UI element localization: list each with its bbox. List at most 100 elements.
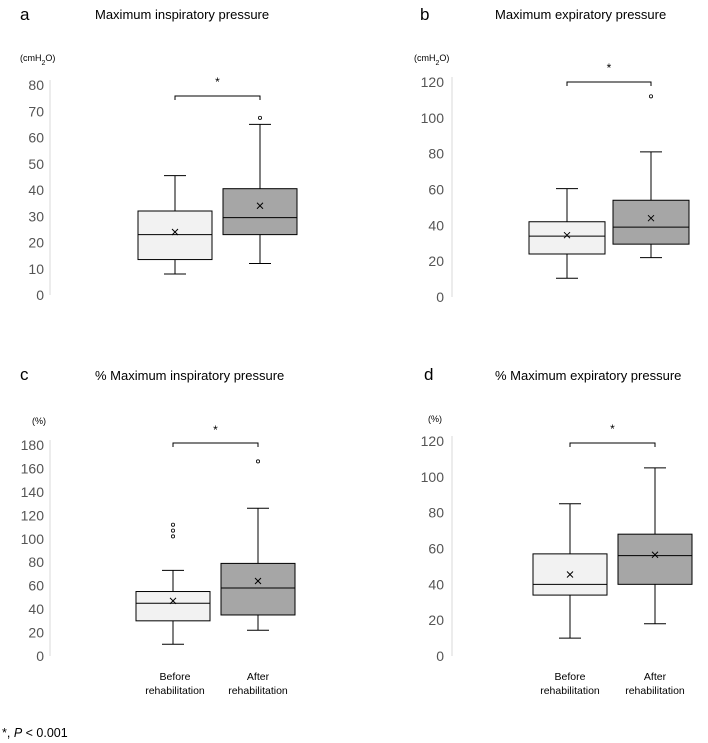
box-iqr (528, 221, 606, 255)
panel-b-title: Maximum expiratory pressure (495, 7, 666, 22)
panel-a: a Maximum inspiratory pressure (cmH2O) (20, 5, 269, 67)
mean-marker (169, 597, 177, 605)
x-category-labels: Before rehabilitation After rehabilitati… (145, 671, 685, 697)
panel-a-y-tick-label: 60 (28, 130, 44, 146)
panel-b-plot: 0 20 40 60 80 100 120 * (421, 61, 690, 305)
panel-c-significance-star: * (213, 423, 218, 437)
panel-b: b Maximum expiratory pressure (cmH2O) (414, 5, 666, 67)
panel-c-box-after (220, 459, 296, 631)
panel-c-letter: c (20, 365, 29, 384)
mean-marker (256, 202, 264, 210)
panel-a-y-tick-label: 10 (28, 261, 44, 277)
panel-d-letter: d (424, 365, 433, 384)
panel-d-y-tick-label: 60 (428, 541, 444, 557)
panel-c-unit-label: (%) (32, 416, 46, 426)
panel-a-significance-star: * (215, 75, 220, 89)
panel-d-y-tick-label: 40 (428, 576, 444, 592)
box-iqr (220, 562, 296, 616)
footnote-suffix: < 0.001 (22, 726, 68, 740)
panel-a-plot: 0 10 20 30 40 50 60 70 80 * (28, 75, 298, 303)
panel-a-y-tick-label: 70 (28, 103, 44, 119)
footnote: *, P < 0.001 (2, 726, 68, 740)
box-iqr (222, 188, 298, 236)
panel-c-y-tick-label: 40 (28, 601, 44, 617)
x-label-c-after-line2: rehabilitation (228, 685, 288, 697)
panel-c-plot: 0 20 40 60 80 100 120 140 160 180 * (21, 423, 296, 664)
box-iqr (135, 591, 211, 622)
x-label-d-after-line1: After (644, 671, 667, 683)
outlier-point (257, 115, 262, 120)
panel-c-y-tick-label: 100 (21, 531, 45, 547)
x-label-d-after-line2: rehabilitation (625, 685, 685, 697)
panel-a-y-tick-label: 50 (28, 156, 44, 172)
panel-c-y-tick-label: 160 (21, 460, 45, 476)
panel-c: c % Maximum inspiratory pressure (%) (20, 365, 284, 426)
panel-b-unit-label: (cmH2O) (414, 53, 449, 67)
mean-marker (647, 214, 655, 222)
x-label-d-before-line2: rehabilitation (540, 685, 600, 697)
panel-c-box-before (135, 522, 211, 645)
panel-d: d % Maximum expiratory pressure (%) (424, 365, 681, 424)
box-iqr (617, 533, 693, 585)
outlier-point (170, 528, 175, 533)
panel-d-y-tick-label: 100 (421, 469, 445, 485)
panel-d-significance-bracket (569, 442, 656, 447)
panel-a-title: Maximum inspiratory pressure (95, 7, 269, 22)
panel-d-box-after (617, 467, 693, 625)
panel-c-y-tick-label: 60 (28, 578, 44, 594)
box-iqr (137, 210, 213, 261)
panel-a-box-before (137, 175, 213, 275)
panel-c-y-tick-label: 0 (36, 648, 44, 664)
panel-b-y-tick-label: 20 (428, 253, 444, 269)
panel-a-y-tick-label: 80 (28, 77, 44, 93)
panel-b-y-tick-label: 60 (428, 182, 444, 198)
mean-marker (651, 551, 659, 559)
panel-c-y-tick-label: 80 (28, 554, 44, 570)
panel-a-y-tick-label: 40 (28, 182, 44, 198)
panel-b-letter: b (420, 5, 429, 24)
panel-a-significance-bracket (174, 95, 261, 100)
outlier-point (170, 534, 175, 539)
outlier-point (170, 522, 175, 527)
panel-b-y-tick-label: 40 (428, 217, 444, 233)
x-label-c-before-line2: rehabilitation (145, 685, 205, 697)
panel-d-unit-label: (%) (428, 414, 442, 424)
panel-d-y-tick-label: 120 (421, 433, 445, 449)
panel-a-y-tick-label: 0 (36, 287, 44, 303)
panel-b-y-tick-label: 100 (421, 110, 445, 126)
panel-c-y-tick-label: 120 (21, 507, 45, 523)
panel-b-significance-star: * (607, 61, 612, 75)
mean-marker (254, 577, 262, 585)
box-iqr (612, 199, 690, 245)
panel-b-y-tick-label: 80 (428, 146, 444, 162)
panel-b-significance-bracket (566, 81, 652, 86)
outlier-point (255, 459, 260, 464)
panel-c-y-tick-label: 20 (28, 625, 44, 641)
panel-b-box-before (528, 188, 606, 279)
panel-d-box-before (532, 503, 608, 639)
panel-d-significance-star: * (610, 422, 615, 436)
panel-b-box-after (612, 94, 690, 259)
panel-a-y-tick-label: 20 (28, 235, 44, 251)
panel-d-plot: 0 20 40 60 80 100 120 * (421, 422, 693, 664)
footnote-prefix: *, (2, 726, 14, 740)
x-label-c-after-line1: After (247, 671, 270, 683)
panel-c-y-tick-label: 140 (21, 484, 45, 500)
panel-d-y-tick-label: 20 (428, 612, 444, 628)
panel-c-title: % Maximum inspiratory pressure (95, 368, 284, 383)
panel-c-y-tick-label: 180 (21, 437, 45, 453)
panel-c-significance-bracket (172, 442, 259, 447)
outlier-point (649, 94, 654, 99)
panel-b-y-tick-label: 0 (436, 289, 444, 305)
panel-d-title: % Maximum expiratory pressure (495, 368, 681, 383)
panel-a-letter: a (20, 5, 30, 24)
panel-a-y-tick-label: 30 (28, 208, 44, 224)
mean-marker (563, 231, 571, 239)
panel-d-y-tick-label: 0 (436, 648, 444, 664)
panel-d-y-tick-label: 80 (428, 505, 444, 521)
mean-marker (566, 571, 574, 578)
panel-b-y-tick-label: 120 (421, 74, 445, 90)
panel-a-box-after (222, 115, 298, 264)
panel-a-unit-label: (cmH2O) (20, 53, 55, 67)
